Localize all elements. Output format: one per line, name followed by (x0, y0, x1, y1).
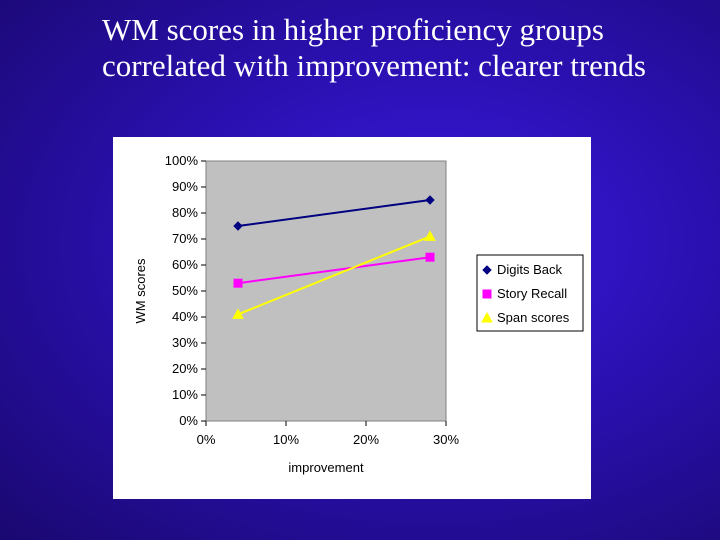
x-tick-label: 10% (273, 432, 299, 447)
y-tick-label: 50% (172, 283, 198, 298)
series-line-span-scores (237, 235, 431, 316)
y-tick-label: 10% (172, 387, 198, 402)
slide-title: WM scores in higher proficiency groups c… (102, 12, 646, 83)
legend-label-span-scores: Span scores (497, 310, 570, 325)
legend-label-story-recall: Story Recall (497, 286, 567, 301)
data-point-story-recall (425, 252, 435, 262)
y-axis-title: WM scores (133, 258, 148, 324)
legend-marker-span-scores (481, 311, 493, 323)
data-point-span-scores (424, 230, 436, 241)
y-tick-label: 100% (165, 153, 199, 168)
x-axis-title: improvement (288, 460, 364, 475)
y-tick-label: 70% (172, 231, 198, 246)
data-point-digits-back (425, 195, 435, 205)
x-tick-label: 0% (197, 432, 216, 447)
series-line-story-recall (237, 256, 431, 285)
chart-panel: 0% 10% 20% 30% 40% 50% 60% 70% 80% 90% 100% 0% 10% 20… (113, 137, 591, 499)
series-line-digits-back (237, 199, 431, 227)
line-chart: 0% 10% 20% 30% 40% 50% 60% 70% 80% 90% 100% 0% 10% 20… (133, 153, 584, 475)
y-tick-label: 0% (179, 413, 198, 428)
legend-box (476, 254, 584, 332)
y-tick-label: 20% (172, 361, 198, 376)
plot-area (205, 160, 447, 422)
y-tick-label: 80% (172, 205, 198, 220)
data-point-span-scores (232, 308, 244, 319)
legend-marker-story-recall (482, 289, 492, 299)
x-tick-label: 20% (353, 432, 379, 447)
y-tick-label: 30% (172, 335, 198, 350)
y-tick-label: 40% (172, 309, 198, 324)
data-point-story-recall (233, 278, 243, 288)
x-tick-label: 30% (433, 432, 459, 447)
data-point-digits-back (233, 221, 243, 231)
y-tick-label: 60% (172, 257, 198, 272)
legend-label-digits-back: Digits Back (497, 262, 563, 277)
legend-marker-digits-back (482, 265, 492, 275)
y-tick-label: 90% (172, 179, 198, 194)
